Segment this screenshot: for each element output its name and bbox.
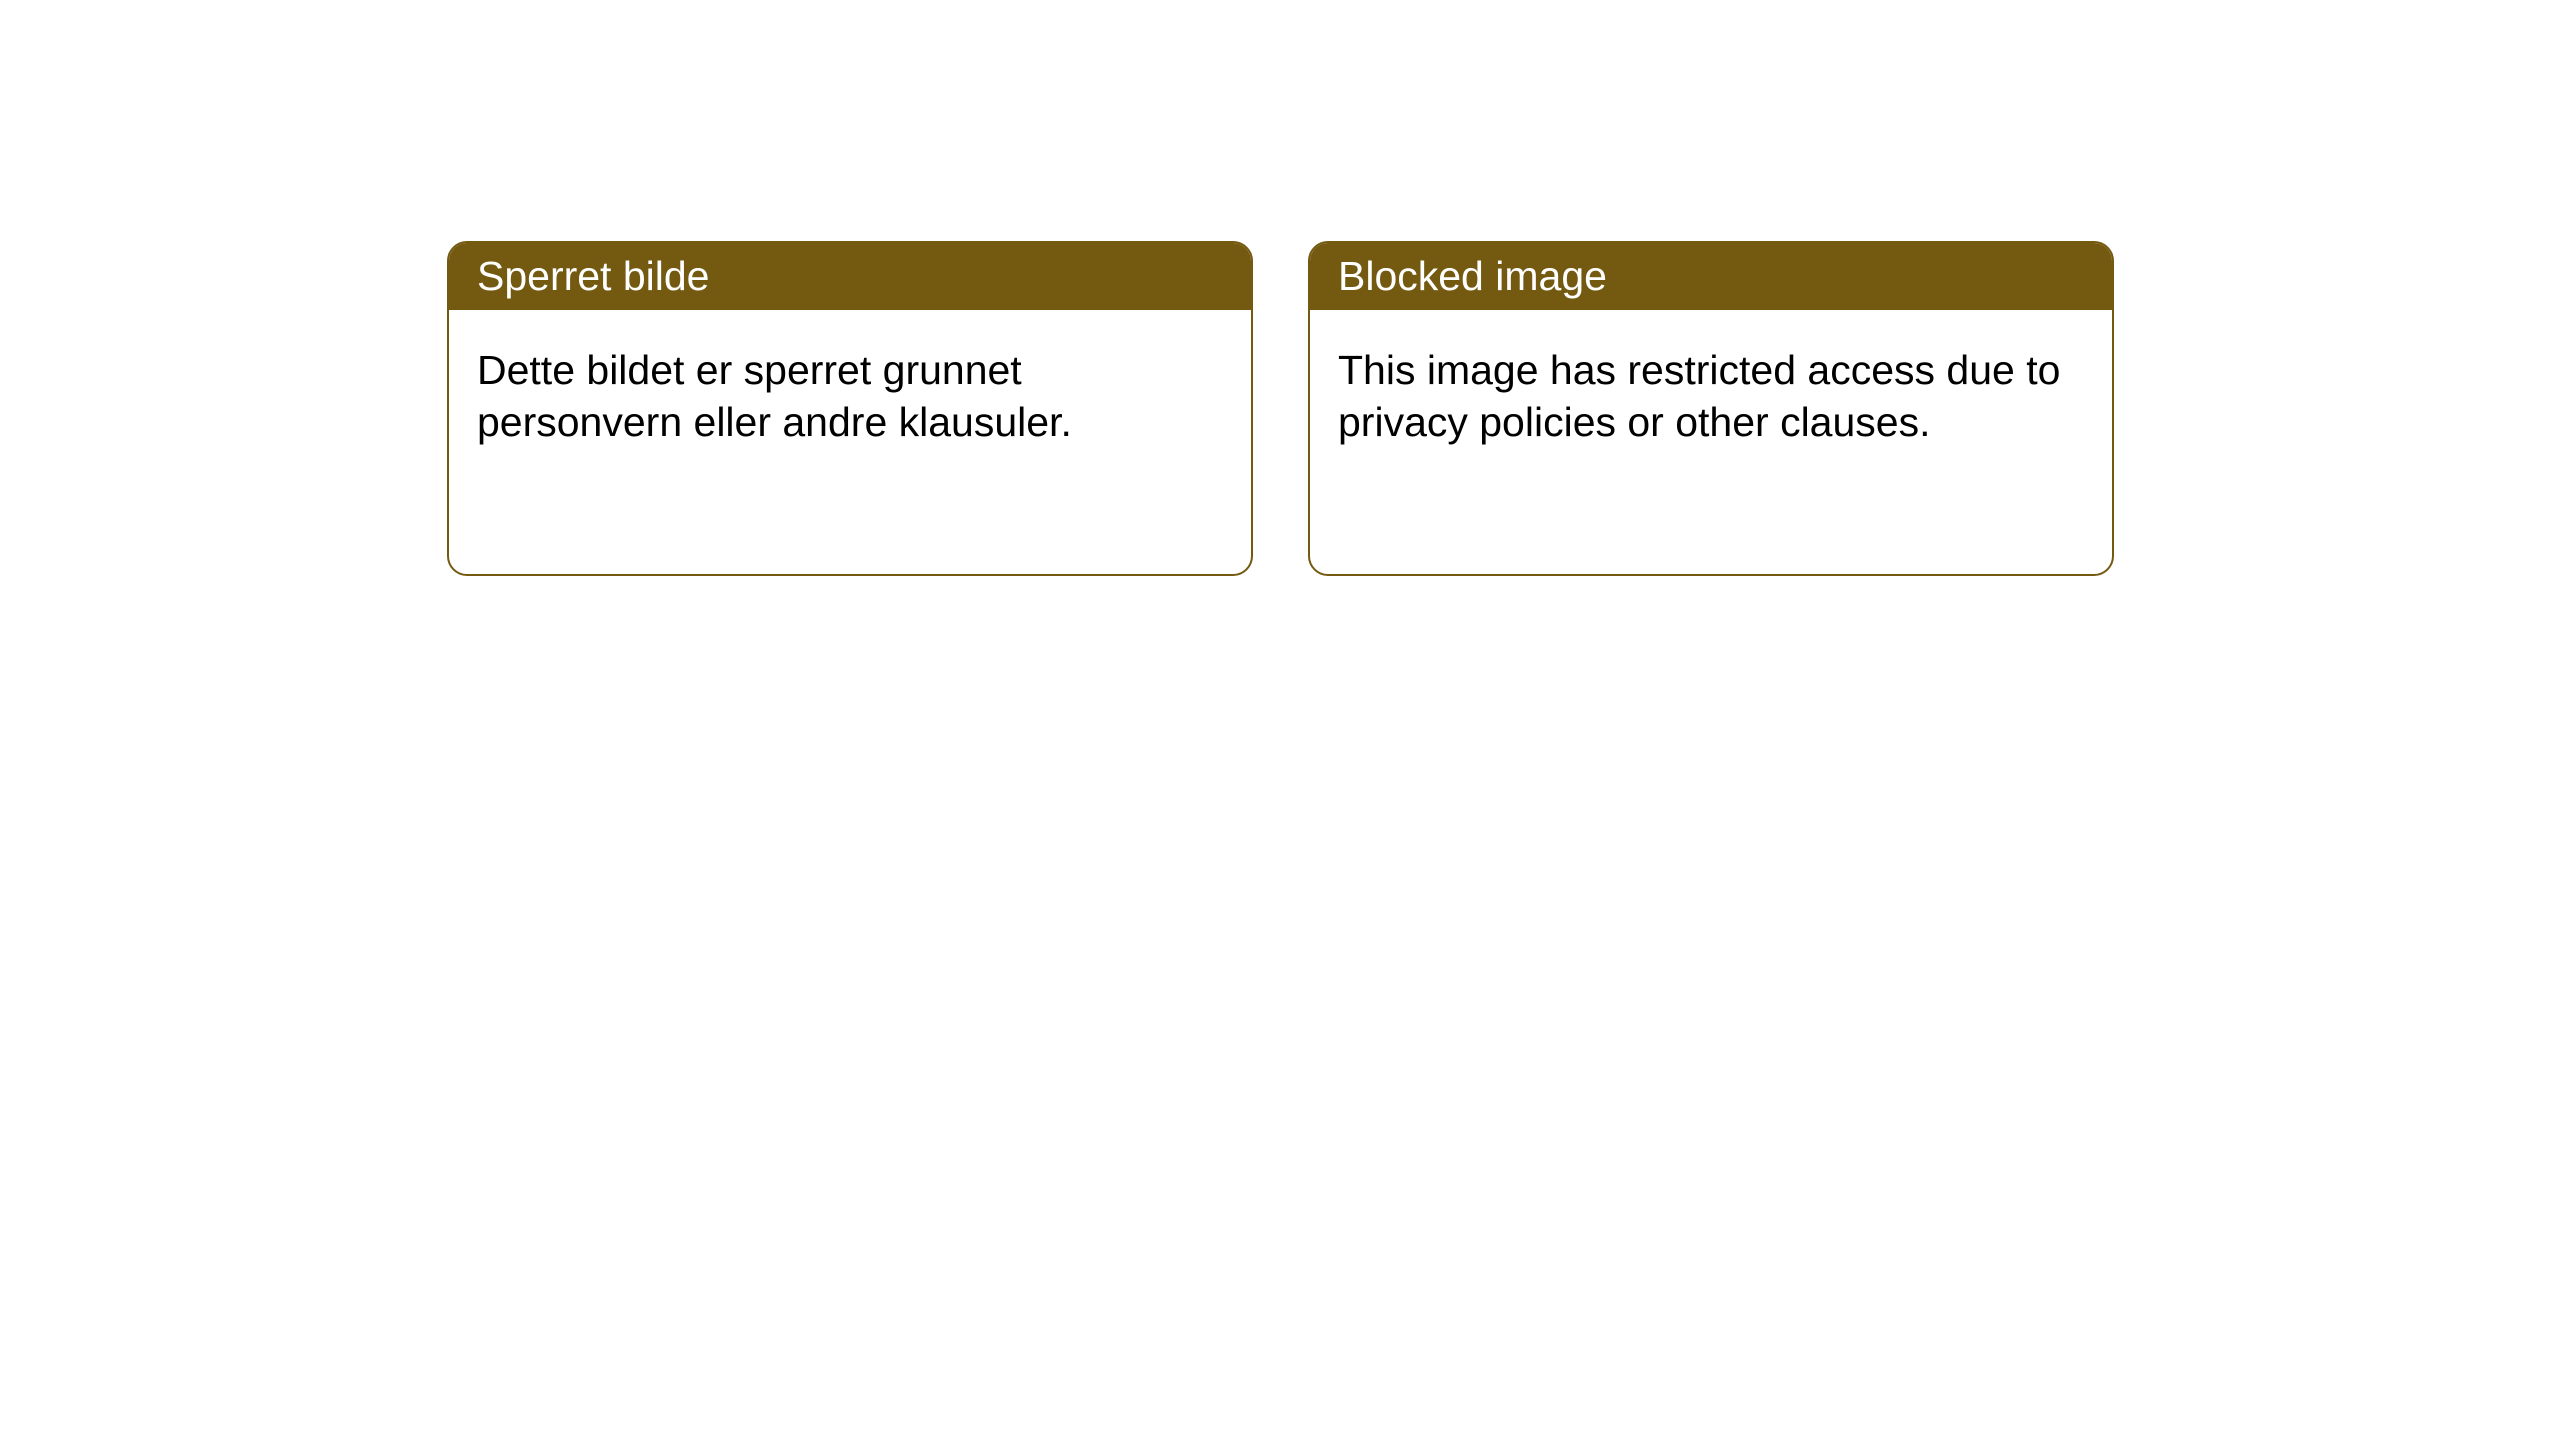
notice-title: Blocked image xyxy=(1310,243,2112,310)
notice-body: Dette bildet er sperret grunnet personve… xyxy=(449,310,1251,483)
notice-body: This image has restricted access due to … xyxy=(1310,310,2112,483)
notice-title: Sperret bilde xyxy=(449,243,1251,310)
notice-container: Sperret bilde Dette bildet er sperret gr… xyxy=(0,0,2560,576)
notice-card-english: Blocked image This image has restricted … xyxy=(1308,241,2114,576)
notice-card-norwegian: Sperret bilde Dette bildet er sperret gr… xyxy=(447,241,1253,576)
